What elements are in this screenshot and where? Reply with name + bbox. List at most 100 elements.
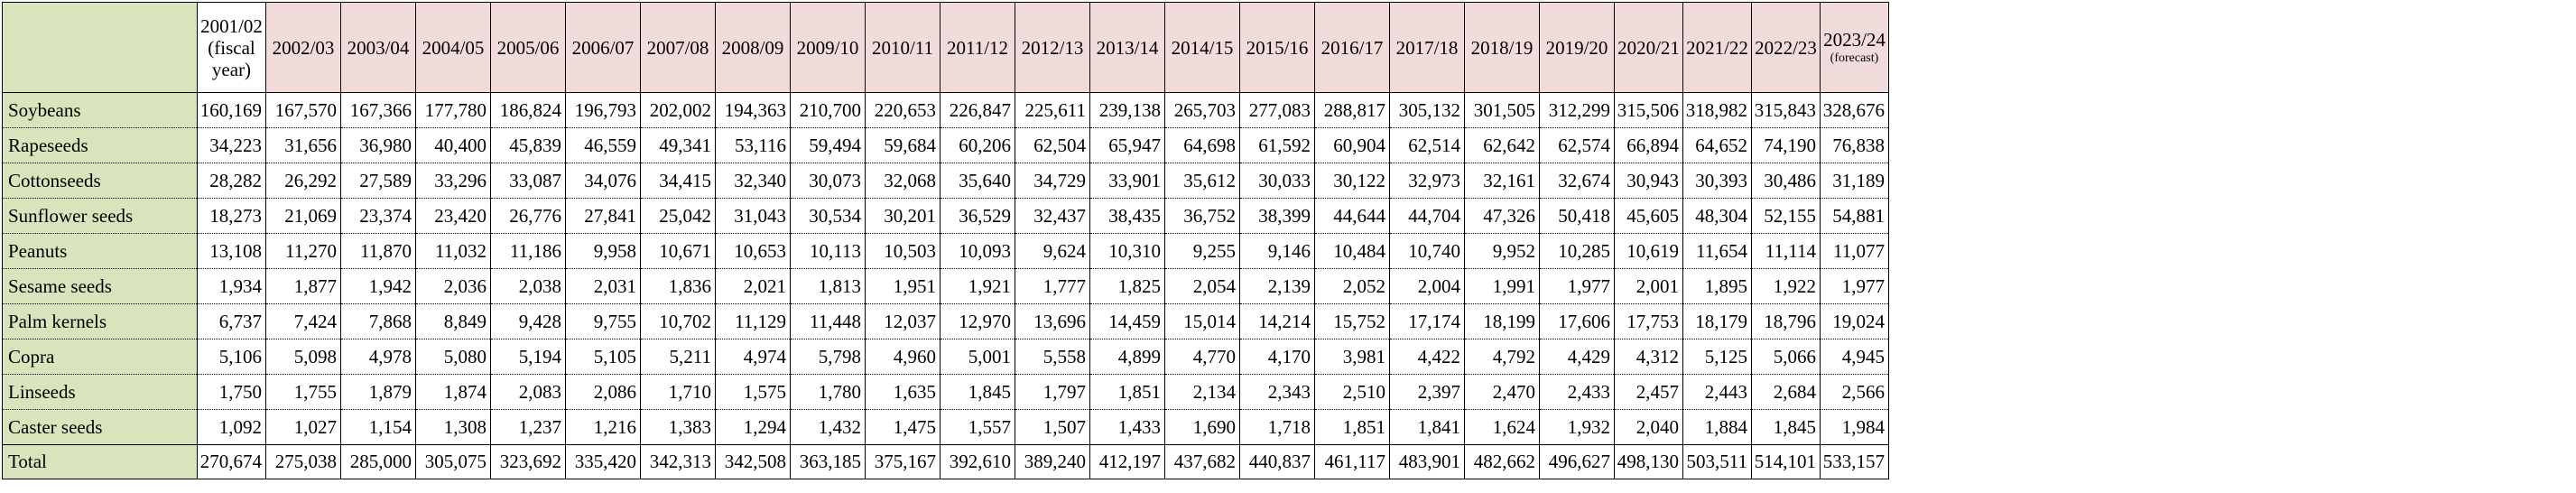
row-label: Soybeans [2, 92, 198, 128]
value-cell: 11,270 [265, 233, 341, 269]
year-header-text: 2014/15 [1171, 36, 1234, 59]
year-header: 2002/03 [265, 2, 341, 93]
value-cell: 45,605 [1614, 198, 1683, 234]
value-cell: 33,901 [1089, 163, 1165, 199]
year-header: 2003/04 [340, 2, 416, 93]
value-cell: 30,033 [1239, 163, 1315, 199]
value-cell: 186,824 [490, 92, 566, 128]
oilseed-production-table: 2001/02 (fiscal year) 2002/03 2003/04 2004/05… [2, 2, 1889, 479]
total-value-cell: 483,901 [1389, 444, 1465, 479]
value-cell: 52,155 [1751, 198, 1821, 234]
value-cell: 2,052 [1314, 268, 1390, 304]
year-header-text: 2011/12 [946, 36, 1009, 59]
value-cell: 1,294 [715, 409, 791, 445]
value-cell: 1,507 [1015, 409, 1090, 445]
value-cell: 2,004 [1389, 268, 1465, 304]
value-cell: 62,504 [1015, 127, 1090, 163]
value-cell: 2,139 [1239, 268, 1315, 304]
value-cell: 66,894 [1614, 127, 1683, 163]
value-cell: 2,021 [715, 268, 791, 304]
value-cell: 1,942 [340, 268, 416, 304]
value-cell: 12,970 [940, 303, 1015, 340]
table-row: Linseeds 1,750 1,755 1,879 1,874 2,083 2,086 1,… [2, 374, 1889, 410]
year-header-text: 2008/09 [721, 36, 784, 59]
value-cell: 59,684 [865, 127, 941, 163]
value-cell: 32,973 [1389, 163, 1465, 199]
value-cell: 2,040 [1614, 409, 1683, 445]
value-cell: 4,792 [1464, 339, 1540, 375]
value-cell: 10,093 [940, 233, 1015, 269]
value-cell: 49,341 [640, 127, 716, 163]
year-header-text: 2019/20 [1545, 36, 1608, 59]
value-cell: 62,574 [1539, 127, 1615, 163]
year-header-text: 2007/08 [646, 36, 709, 59]
table-row: Peanuts 13,108 11,270 11,870 11,032 11,186 9,9… [2, 233, 1889, 269]
year-header-text: 2020/21 [1617, 36, 1680, 59]
value-cell: 2,086 [565, 374, 641, 410]
value-cell: 4,978 [340, 339, 416, 375]
year-header: 2018/19 [1464, 2, 1540, 93]
value-cell: 1,825 [1089, 268, 1165, 304]
total-value-cell: 342,313 [640, 444, 716, 479]
value-cell: 5,125 [1682, 339, 1752, 375]
value-cell: 13,696 [1015, 303, 1090, 340]
table-row: Copra 5,106 5,098 4,978 5,080 5,194 5,105 5,211… [2, 339, 1889, 375]
year-header: 2009/10 [790, 2, 866, 93]
value-cell: 11,077 [1820, 233, 1889, 269]
value-cell: 28,282 [197, 163, 266, 199]
year-header: 2017/18 [1389, 2, 1465, 93]
value-cell: 2,510 [1314, 374, 1390, 410]
oilseed-table-container: 2001/02 (fiscal year) 2002/03 2003/04 2004/05… [2, 2, 1889, 479]
value-cell: 1,851 [1314, 409, 1390, 445]
value-cell: 34,076 [565, 163, 641, 199]
total-value-cell: 533,157 [1820, 444, 1889, 479]
value-cell: 18,273 [197, 198, 266, 234]
value-cell: 10,310 [1089, 233, 1165, 269]
value-cell: 5,211 [640, 339, 716, 375]
value-cell: 9,255 [1164, 233, 1240, 269]
value-cell: 2,001 [1614, 268, 1683, 304]
value-cell: 11,032 [415, 233, 491, 269]
value-cell: 60,904 [1314, 127, 1390, 163]
value-cell: 305,132 [1389, 92, 1465, 128]
year-header: 2023/24 (forecast) [1820, 2, 1889, 93]
value-cell: 9,755 [565, 303, 641, 340]
value-cell: 38,435 [1089, 198, 1165, 234]
table-row: Rapeseeds 34,223 31,656 36,980 40,400 45,839 4… [2, 127, 1889, 163]
value-cell: 312,299 [1539, 92, 1615, 128]
year-header-text: (fiscal [208, 36, 255, 59]
table-row: Sunflower seeds 18,273 21,069 23,374 23,420 2… [2, 198, 1889, 234]
value-cell: 4,170 [1239, 339, 1315, 375]
value-cell: 4,312 [1614, 339, 1683, 375]
value-cell: 36,980 [340, 127, 416, 163]
value-cell: 2,038 [490, 268, 566, 304]
total-value-cell: 440,837 [1239, 444, 1315, 479]
value-cell: 1,797 [1015, 374, 1090, 410]
total-value-cell: 270,674 [197, 444, 266, 479]
value-cell: 1,951 [865, 268, 941, 304]
value-cell: 2,343 [1239, 374, 1315, 410]
value-cell: 2,470 [1464, 374, 1540, 410]
value-cell: 1,718 [1239, 409, 1315, 445]
value-cell: 8,849 [415, 303, 491, 340]
year-header: 2010/11 [865, 2, 941, 93]
value-cell: 2,031 [565, 268, 641, 304]
value-cell: 10,484 [1314, 233, 1390, 269]
value-cell: 34,223 [197, 127, 266, 163]
value-cell: 1,750 [197, 374, 266, 410]
value-cell: 32,674 [1539, 163, 1615, 199]
value-cell: 6,737 [197, 303, 266, 340]
value-cell: 48,304 [1682, 198, 1752, 234]
value-cell: 10,671 [640, 233, 716, 269]
value-cell: 10,503 [865, 233, 941, 269]
row-label: Palm kernels [2, 303, 198, 340]
value-cell: 30,943 [1614, 163, 1683, 199]
value-cell: 34,415 [640, 163, 716, 199]
value-cell: 1,845 [1751, 409, 1821, 445]
value-cell: 10,702 [640, 303, 716, 340]
value-cell: 23,374 [340, 198, 416, 234]
value-cell: 2,457 [1614, 374, 1683, 410]
row-label: Copra [2, 339, 198, 375]
year-header: 2014/15 [1164, 2, 1240, 93]
year-header: 2016/17 [1314, 2, 1390, 93]
